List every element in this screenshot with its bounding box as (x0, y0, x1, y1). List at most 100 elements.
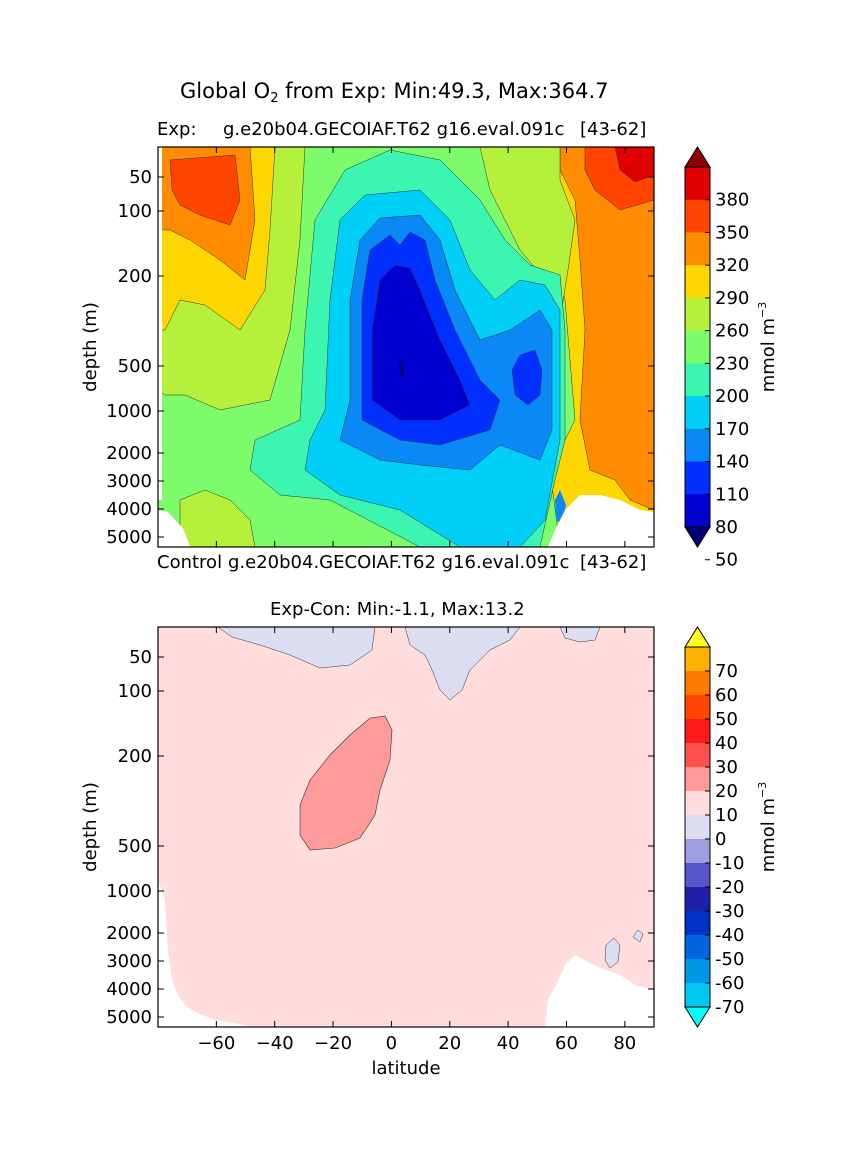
contour-50 (371, 264, 471, 421)
colorbar-tick-label: 60 (715, 685, 738, 706)
bottom-contour-field (158, 627, 654, 1027)
colorbar-tick-label: 140 (715, 452, 749, 473)
xtick-label: −60 (197, 1033, 235, 1054)
bottom-plot-frame (157, 626, 655, 1028)
contour-290-right (559, 147, 654, 511)
colorbar-tick-label: 0 (715, 829, 726, 850)
land-bottom-left (158, 510, 190, 547)
colorbar-swatch (685, 983, 710, 1008)
colorbar-tick-label: 230 (715, 353, 749, 374)
xtick-label: −20 (314, 1033, 352, 1054)
colorbar-tick-label: 30 (715, 757, 738, 778)
bottom-colorbar: 70 60 50 40 30 20 10 0 -10 -20 -30 -40 -50 -60 -70 (684, 626, 744, 1028)
diff-land-bottom-right (545, 955, 654, 1027)
ytick-label: 500 (118, 836, 152, 857)
xtick-label: 0 (386, 1033, 397, 1054)
colorbar-swatch (685, 887, 710, 912)
top-subtitle-right: [43-62] (580, 119, 647, 140)
bottom-ylabel: depth (m) (80, 782, 101, 872)
colorbar-tick-label: 20 (715, 781, 738, 802)
bottom-xlabel: latitude (371, 1058, 440, 1079)
ytick-label: 2000 (106, 443, 152, 464)
colorbar-swatch (685, 199, 710, 233)
bottom-xticks: −60 −40 −20 0 20 40 60 80 (197, 627, 636, 1054)
xtick-label: −40 (256, 1033, 294, 1054)
ytick-label: 100 (118, 681, 152, 702)
top-contour-field (158, 147, 654, 547)
diff-contour-neg10-north (217, 627, 376, 669)
colorbar-tick-label: -60 (715, 973, 744, 994)
contour-230-bottom (179, 489, 256, 547)
colorbar-tick-label: -30 (715, 901, 744, 922)
colorbar-swatch (685, 461, 710, 495)
xtick-label: 80 (613, 1033, 636, 1054)
colorbar-tick-label: 290 (715, 288, 749, 309)
colorbar-tick-label: -40 (715, 925, 744, 946)
top-subtitle-left: Exp: (157, 119, 197, 140)
colorbar-swatch (685, 815, 710, 840)
bottom-yticks: 50 100 200 500 1000 2000 3000 4000 5000 (106, 647, 654, 1028)
colorbar-tick-label: 50 (715, 550, 738, 571)
colorbar-swatch (685, 671, 710, 696)
colorbar-tick-label: -20 (715, 877, 744, 898)
ytick-label: 200 (118, 266, 152, 287)
colorbar-frame (684, 646, 711, 1008)
ytick-label: 3000 (106, 951, 152, 972)
colorbar-swatch (685, 695, 710, 720)
colorbar-swatch (685, 396, 710, 430)
colorbar-swatch (685, 863, 710, 888)
top-colorbar-label: mmol m−3 (756, 302, 779, 393)
xtick-label: 40 (497, 1033, 520, 1054)
colorbar-tick-label: 170 (715, 419, 749, 440)
xtick-label: 20 (438, 1033, 461, 1054)
colorbar-tick-label: -50 (715, 949, 744, 970)
diff-contour-neg10-northeast (404, 627, 521, 701)
ytick-label: 50 (129, 647, 152, 668)
ytick-label: 50 (129, 167, 152, 188)
figure-title: Global O2 from Exp: Min:49.3, Max:364.7 (180, 79, 609, 106)
colorbar-tick-label: -10 (715, 853, 744, 874)
top-ylabel: depth (m) (80, 302, 101, 392)
contour-350-right (614, 147, 654, 183)
colorbar-swatch (685, 232, 710, 266)
colorbar-tick-label: 260 (715, 321, 749, 342)
ytick-label: 4000 (106, 499, 152, 520)
colorbar-swatch (685, 839, 710, 864)
colorbar-tick-label: 40 (715, 733, 738, 754)
top-bottom-left: Control (157, 552, 223, 573)
title-suffix: from Exp: Min:49.3, Max:364.7 (278, 79, 609, 103)
colorbar-swatch (685, 428, 710, 463)
colorbar-swatch (685, 647, 710, 672)
ytick-label: 1000 (106, 401, 152, 422)
land-left-edge (158, 147, 162, 500)
colorbar-swatch (685, 363, 710, 397)
ytick-label: 4000 (106, 979, 152, 1000)
ytick-label: 200 (118, 746, 152, 767)
colorbar-swatch (685, 330, 710, 364)
colorbar-swatch (685, 297, 710, 332)
ytick-label: 100 (118, 201, 152, 222)
colorbar-swatch (685, 743, 710, 768)
diff-contour-neg10-deep (604, 937, 621, 969)
contour-80-east (511, 349, 543, 406)
colorbar-tick-label: 70 (715, 661, 738, 682)
title-prefix: Global O (180, 79, 271, 103)
colorbar-swatch (685, 265, 710, 299)
colorbar-extend-min (684, 1006, 711, 1028)
land-bottom-right (548, 495, 654, 547)
top-colorbar: 380 350 320 290 260 230 200 170 140 110 80 50 (684, 146, 749, 571)
colorbar-extend-max (684, 626, 711, 648)
top-plot-frame (157, 146, 655, 548)
colorbar-frame (684, 166, 711, 528)
bottom-title: Exp-Con: Min:-1.1, Max:13.2 (270, 599, 525, 620)
colorbar-tick-label: 380 (715, 190, 749, 211)
ytick-label: 2000 (106, 923, 152, 944)
diff-contour-neg10-deep2 (632, 929, 644, 943)
top-subtitle-center: g.e20b04.GECOIAF.T62 g16.eval.091c (223, 119, 565, 140)
colorbar-extend-max (684, 146, 711, 168)
colorbar-tick-label: 320 (715, 255, 749, 276)
ytick-label: 5000 (106, 1007, 152, 1028)
xtick-label: 60 (555, 1033, 578, 1054)
colorbar-swatch (685, 959, 710, 984)
colorbar-tick-label: 350 (715, 222, 749, 243)
